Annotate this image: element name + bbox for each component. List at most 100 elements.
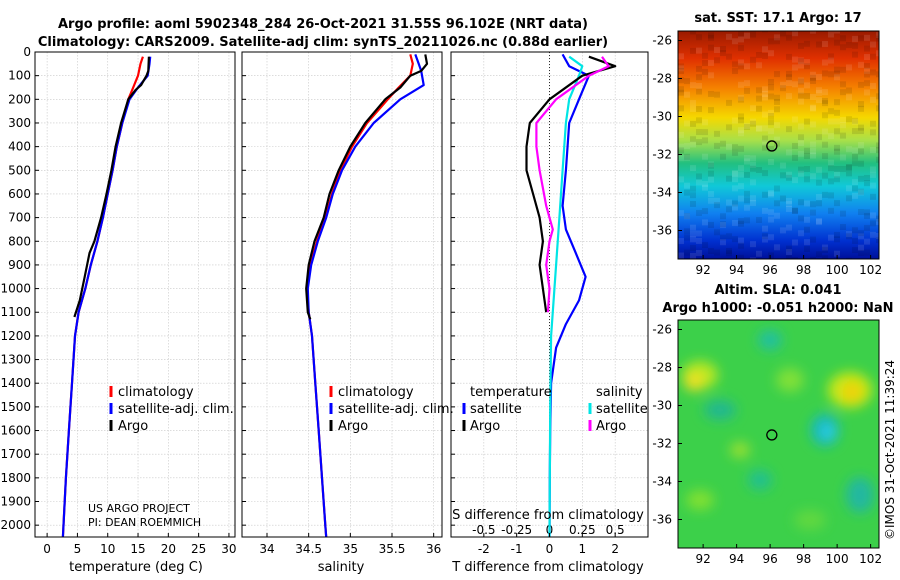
sst-pixel — [810, 152, 816, 159]
sst-pixel — [858, 189, 864, 196]
difference-profile-panel: -2 -1 0 1 2-0.5 -0.25 0 0.25 0.5 — [450, 51, 649, 556]
sst-pixel — [678, 63, 684, 70]
sst-pixel — [834, 66, 840, 73]
difference-xlabel2: S difference from climatology — [452, 508, 644, 523]
sst-pixel — [786, 126, 792, 133]
sst-pixel — [762, 91, 768, 98]
sst-pixel — [762, 144, 768, 151]
sst-pixel — [726, 33, 732, 40]
x-tick-label: 35 — [343, 542, 358, 556]
sst-pixel — [816, 89, 822, 96]
sst-pixel — [798, 199, 804, 206]
sst-pixel — [876, 105, 879, 112]
sst-pixel — [708, 34, 714, 41]
sst-pixel — [702, 52, 708, 59]
sst-pixel — [678, 176, 684, 183]
sst-pixel — [708, 197, 714, 204]
sst-pixel — [768, 119, 774, 126]
sst-pixel — [684, 213, 690, 220]
map-lon-label: 96 — [762, 263, 777, 277]
sst-pixel — [864, 224, 870, 231]
sst-pixel — [708, 44, 714, 51]
sst-pixel — [696, 34, 702, 41]
sst-pixel — [840, 66, 846, 73]
sst-pixel — [714, 229, 720, 236]
sst-pixel — [786, 70, 792, 77]
x-tick-label: -1 — [511, 542, 523, 556]
map-lat-label: -36 — [652, 513, 672, 527]
sst-pixel — [726, 199, 732, 206]
sst-pixel — [804, 153, 810, 160]
sst-pixel — [774, 106, 780, 113]
map-lon-label: 100 — [826, 263, 849, 277]
sst-pixel — [804, 200, 810, 207]
sst-pixel — [834, 39, 840, 46]
map-lon-label: 98 — [796, 552, 811, 566]
sst-pixel — [816, 219, 822, 226]
sst-pixel — [846, 42, 852, 49]
sst-pixel — [780, 162, 786, 169]
salinity-legend: climatology satellite-adj. clim. Argo — [329, 385, 454, 434]
sst-pixel — [684, 78, 690, 85]
sst-pixel — [804, 216, 810, 223]
sst-pixel — [834, 176, 840, 183]
sst-pixel — [690, 100, 696, 107]
sst-pixel — [714, 142, 720, 149]
sst-pixel — [678, 210, 684, 217]
sst-pixel — [690, 165, 696, 172]
sst-pixel — [708, 72, 714, 79]
map-lon-label: 102 — [859, 263, 882, 277]
sst-pixel — [684, 153, 690, 160]
sst-pixel — [858, 81, 864, 88]
sst-pixel — [858, 250, 864, 257]
sst-pixel — [750, 120, 756, 127]
sst-pixel — [774, 212, 780, 219]
sst-pixel — [720, 153, 726, 160]
sst-pixel — [870, 120, 876, 127]
sst-pixel — [720, 234, 726, 241]
sst-pixel — [876, 142, 879, 149]
sst-pixel — [840, 165, 846, 172]
sst-pixel — [708, 162, 714, 169]
sst-pixel — [738, 171, 744, 178]
sst-pixel — [684, 91, 690, 98]
sst-pixel — [810, 121, 816, 128]
sst-pixel — [714, 130, 720, 137]
sst-pixel — [792, 116, 798, 123]
sst-pixel — [768, 109, 774, 116]
depth-tick-label: 0 — [23, 45, 31, 59]
sst-pixel — [696, 139, 702, 146]
sst-pixel — [858, 128, 864, 135]
sst-pixel — [768, 216, 774, 223]
sst-pixel — [696, 237, 702, 244]
sst-pixel — [810, 256, 816, 259]
sst-pixel — [708, 90, 714, 97]
sst-pixel — [762, 233, 768, 240]
sst-pixel — [858, 101, 864, 108]
series-line-satellite-adj-clim- — [306, 54, 425, 538]
sst-pixel — [870, 82, 876, 89]
sst-pixel — [726, 206, 732, 213]
sst-pixel — [828, 159, 834, 166]
sst-pixel — [834, 109, 840, 116]
sst-pixel — [858, 233, 864, 240]
series-line-argo — [305, 54, 429, 320]
sst-pixel — [690, 224, 696, 231]
sst-pixel — [828, 207, 834, 214]
sst-pixel — [678, 68, 684, 75]
sst-pixel — [690, 230, 696, 237]
sst-pixel — [726, 247, 732, 254]
depth-tick-label: 800 — [8, 234, 31, 248]
sst-pixel — [678, 86, 684, 93]
sst-pixel — [828, 71, 834, 78]
sst-pixel — [744, 87, 750, 94]
sst-pixel — [678, 53, 684, 60]
sst-pixel — [732, 200, 738, 207]
sst-pixel — [738, 31, 744, 37]
depth-tick-label: 1500 — [0, 400, 31, 414]
map-lat-label: -36 — [652, 224, 672, 238]
map-lat-label: -32 — [652, 148, 672, 162]
sst-pixel — [762, 139, 768, 146]
sst-pixel — [696, 74, 702, 81]
sst-pixel — [864, 180, 870, 187]
